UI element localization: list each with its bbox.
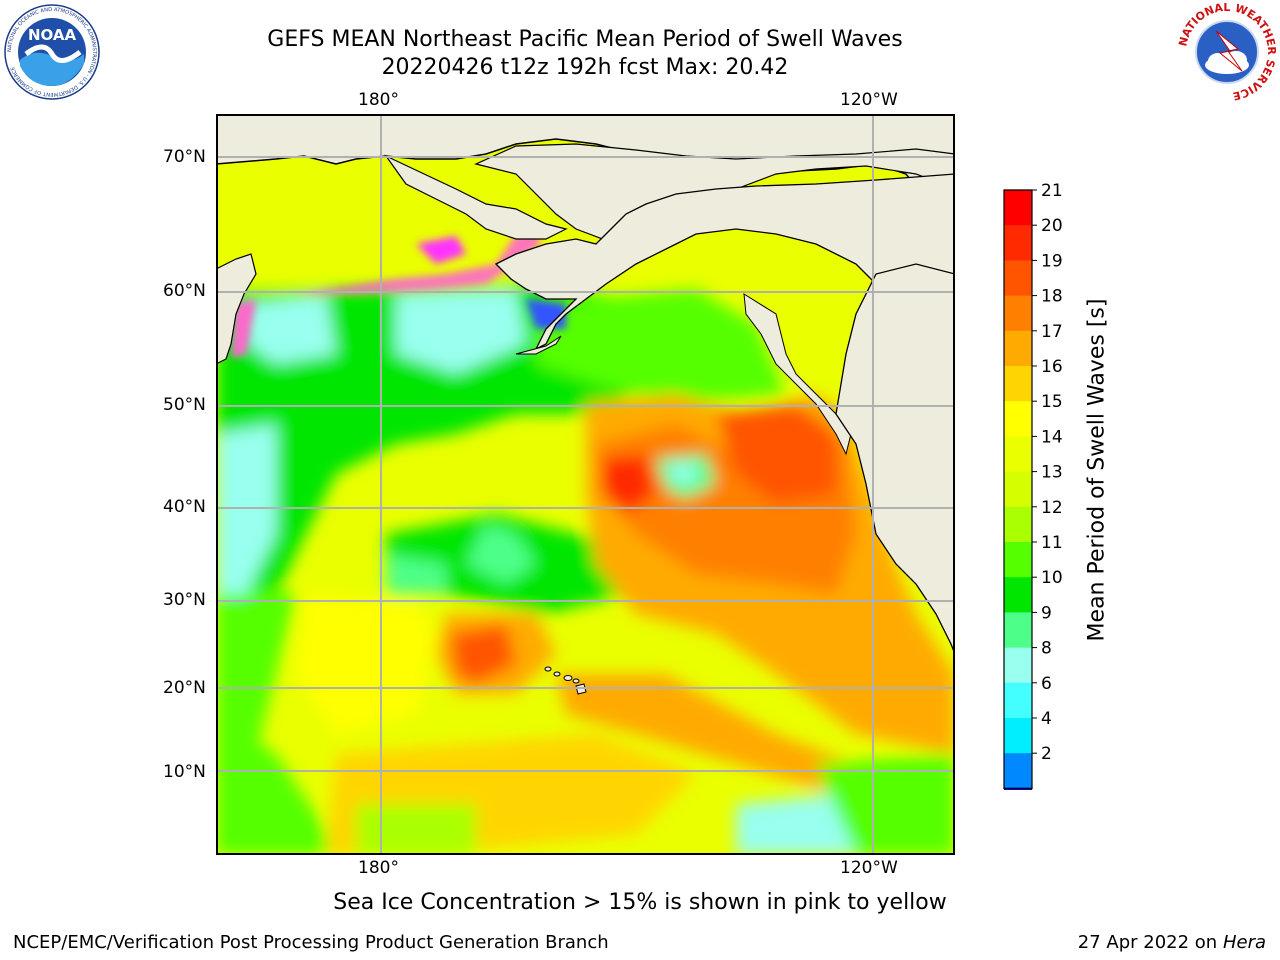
colorbar-tick-label: 17 (1041, 322, 1063, 342)
colorbar-tick-label: 19 (1041, 251, 1063, 271)
sea-ice-note: Sea Ice Concentration > 15% is shown in … (333, 890, 947, 915)
chart-title: GEFS MEAN Northeast Pacific Mean Period … (267, 27, 903, 52)
lon-label-bottom-120w: 120°W (840, 858, 898, 878)
map-panel (216, 114, 955, 855)
lat-label-30n: 30°N (163, 590, 206, 610)
colorbar-tick-label: 15 (1041, 392, 1063, 412)
lat-label-50n: 50°N (163, 395, 206, 415)
lat-label-40n: 40°N (163, 497, 206, 517)
colorbar-tick-label: 14 (1041, 427, 1063, 447)
colorbar-tick-label: 8 (1041, 639, 1052, 659)
lon-label-top-180: 180° (358, 90, 399, 110)
colorbar-segment (1004, 542, 1032, 578)
lat-label-70n: 70°N (163, 147, 206, 167)
colorbar-segment (1004, 612, 1032, 649)
lat-label-20n: 20°N (163, 678, 206, 698)
colorbar-tick-label: 10 (1041, 568, 1063, 588)
footer-host: Hera (1222, 932, 1266, 953)
colorbar-tick-label: 18 (1041, 287, 1063, 307)
footer-date: 27 Apr 2022 on Hera (1078, 932, 1266, 953)
colorbar-tick-label: 2 (1041, 744, 1052, 764)
swell-period-map (216, 114, 955, 855)
footer-date-text: 27 Apr 2022 on (1077, 932, 1223, 953)
colorbar-segment (1004, 718, 1032, 754)
nws-logo: NATIONAL WEATHER SERVICE (1176, 1, 1278, 103)
colorbar-segment (1004, 330, 1032, 367)
colorbar-tick-label: 13 (1041, 463, 1063, 483)
colorbar-tick-label: 16 (1041, 357, 1063, 377)
colorbar-segment (1004, 401, 1032, 437)
colorbar-segment (1004, 436, 1032, 473)
colorbar-segment (1004, 577, 1032, 613)
colorbar-tick-label: 6 (1041, 674, 1052, 694)
colorbar-tick-label: 9 (1041, 603, 1052, 623)
noaa-logo-text: NOAA (28, 26, 77, 44)
colorbar-segment (1004, 225, 1032, 261)
lon-label-bottom-180: 180° (358, 858, 399, 878)
lon-label-top-120w: 120°W (840, 90, 898, 110)
colorbar-segment (1004, 260, 1032, 297)
colorbar-tick-label: 12 (1041, 498, 1063, 518)
colorbar-tick-label: 4 (1041, 709, 1052, 729)
colorbar: 21 20 19 18 17 16 15 14 13 12 11 10 9 8 6 4 2 (996, 180, 1086, 818)
footer-credit: NCEP/EMC/Verification Post Processing Pr… (13, 932, 609, 953)
colorbar-segment (1004, 753, 1032, 789)
colorbar-tick-label: 21 (1041, 181, 1063, 201)
colorbar-segment (1004, 471, 1032, 508)
lat-label-60n: 60°N (163, 281, 206, 301)
colorbar-segment (1004, 366, 1032, 402)
colorbar-segment (1004, 506, 1032, 543)
colorbar-segment (1004, 647, 1032, 684)
colorbar-segment (1004, 190, 1032, 226)
colorbar-tick-label: 20 (1041, 216, 1063, 236)
colorbar-segment (1004, 682, 1032, 719)
colorbar-title: Mean Period of Swell Waves [s] (1084, 298, 1110, 642)
chart-subtitle: 20220426 t12z 192h fcst Max: 20.42 (381, 55, 789, 80)
colorbar-tick-label: 11 (1041, 533, 1063, 553)
colorbar-segment (1004, 295, 1032, 332)
lat-label-10n: 10°N (163, 762, 206, 782)
noaa-logo: NOAA NATIONAL OCEANIC AND ATMOSPHERIC AD… (4, 4, 100, 100)
